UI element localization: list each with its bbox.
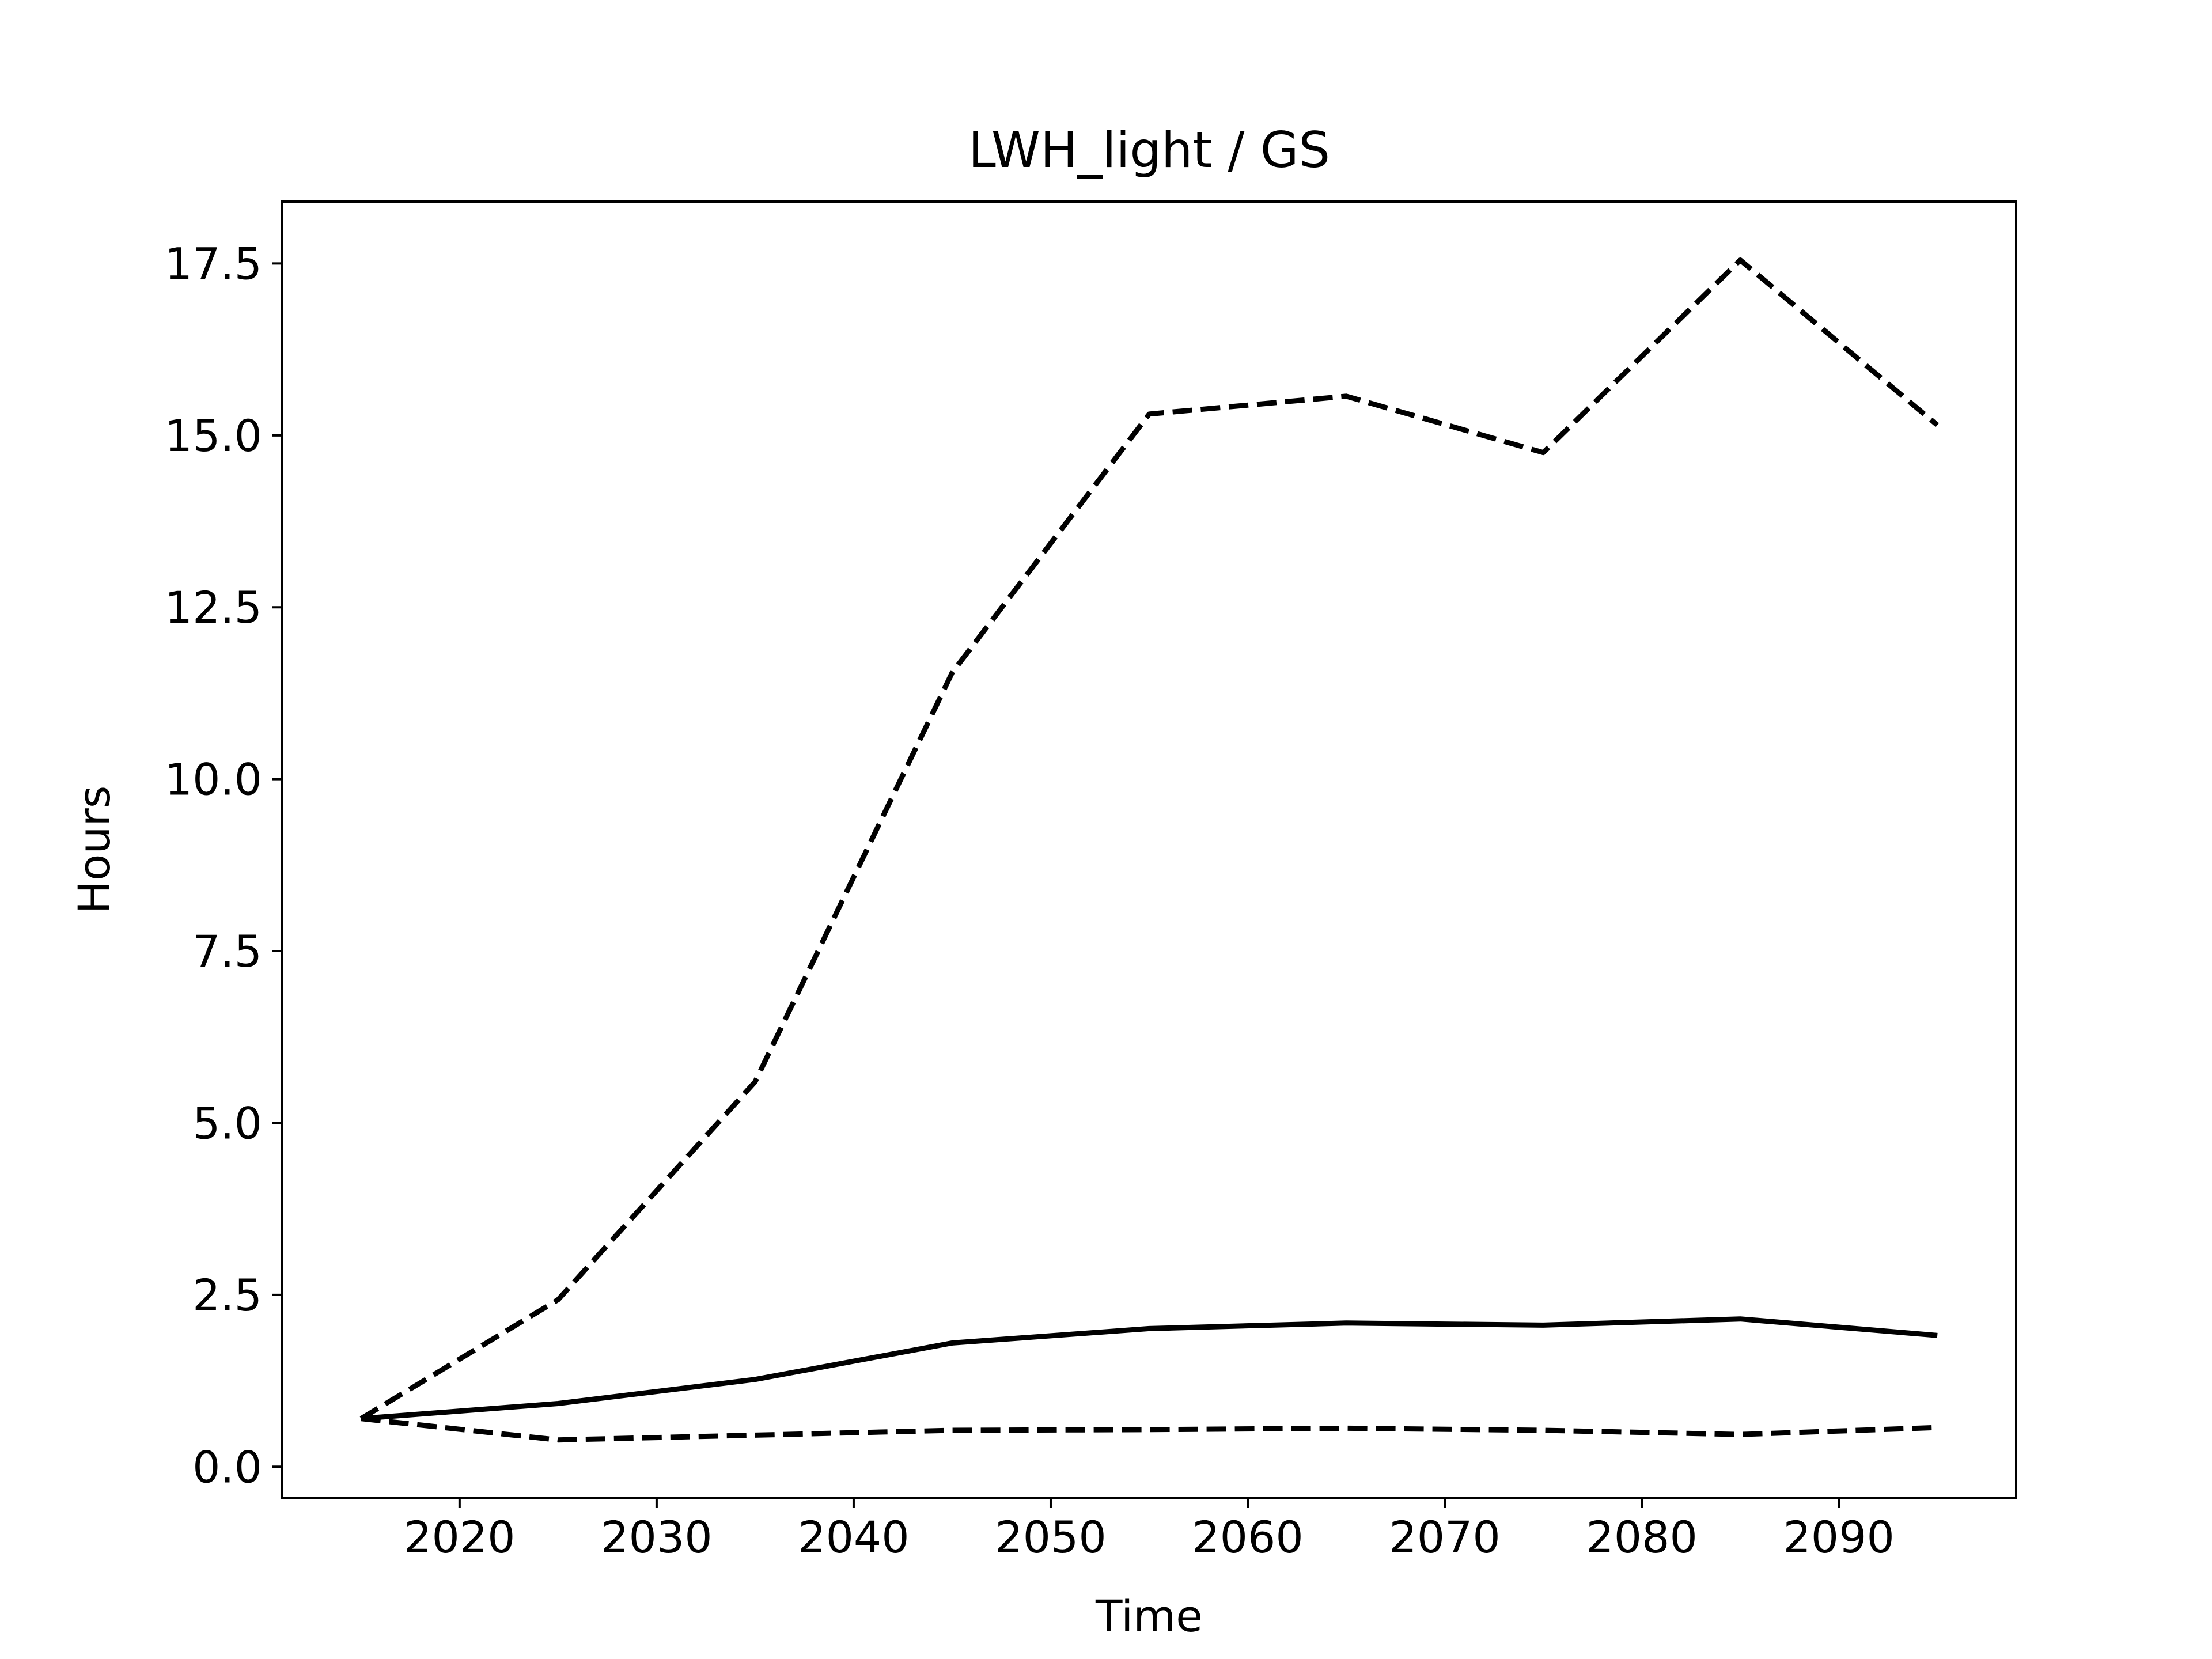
y-axis-label: Hours: [69, 786, 120, 914]
x-tick-label: 2030: [601, 1512, 712, 1563]
y-tick-label: 7.5: [192, 926, 262, 977]
x-tick-label: 2060: [1192, 1512, 1303, 1563]
x-tick-label: 2080: [1586, 1512, 1697, 1563]
y-tick-label: 0.0: [192, 1441, 262, 1493]
y-axis: 0.0 2.5 5.0 7.5 10.0 12.5 15.0 17.5: [165, 238, 282, 1493]
plot-area-frame: [281, 200, 2017, 1499]
y-tick-label: 10.0: [165, 754, 262, 805]
x-tick-label: 2070: [1389, 1512, 1500, 1563]
x-axis: 2020 2030 2040 2050 2060 2070 2080 2090: [404, 1498, 1895, 1563]
x-tick-label: 2040: [798, 1512, 909, 1563]
x-tick-label: 2050: [995, 1512, 1106, 1563]
y-tick-label: 5.0: [192, 1097, 262, 1149]
series-layer: [359, 257, 1940, 1443]
y-tick-label: 15.0: [165, 410, 262, 461]
series-line-3: [361, 1416, 1938, 1443]
y-tick-label: 17.5: [165, 238, 262, 289]
chart-title: LWH_light / GS: [968, 122, 1330, 179]
x-tick-label: 2090: [1783, 1512, 1894, 1563]
series-line-2: [359, 257, 1940, 1421]
x-tick-label: 2020: [404, 1512, 515, 1563]
y-tick-label: 12.5: [165, 582, 262, 633]
x-axis-label: Time: [1095, 1590, 1203, 1642]
y-tick-label: 2.5: [192, 1270, 262, 1321]
series-line-1: [361, 1316, 1938, 1422]
